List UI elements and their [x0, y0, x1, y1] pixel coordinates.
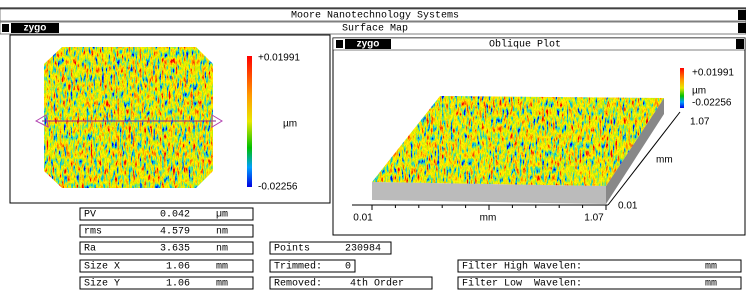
- field-unit: nm: [216, 244, 228, 255]
- zygo-screen: Moore Nanotechnology Systems zygo Surfac…: [0, 0, 746, 292]
- field-label: Size X: [84, 261, 120, 273]
- field-unit: mm: [216, 279, 228, 290]
- logo: zygo: [24, 23, 47, 34]
- field-value: 1.06: [166, 262, 190, 273]
- window-button[interactable]: [738, 10, 746, 20]
- window-button[interactable]: [736, 39, 744, 49]
- y-axis-max: 1.07: [690, 117, 710, 128]
- field-unit: nm: [216, 227, 228, 238]
- color-scale: [680, 68, 684, 108]
- field-label: Filter High Wavelen:: [462, 261, 582, 273]
- field-value: 4th Order: [350, 278, 404, 290]
- field-value: 4.579: [160, 227, 190, 238]
- window-button[interactable]: [738, 23, 746, 33]
- x-axis-min: 0.01: [353, 213, 373, 224]
- field-label: Points: [274, 243, 310, 255]
- field-unit: mm: [216, 262, 228, 273]
- panel-title: Surface Map: [342, 23, 408, 35]
- logo: zygo: [357, 39, 380, 50]
- y-axis-label: mm: [656, 155, 673, 166]
- field-label: Removed:: [274, 278, 322, 290]
- field-value: 0: [345, 262, 351, 273]
- close-button[interactable]: [336, 40, 343, 48]
- color-scale: [247, 56, 252, 187]
- field-label: Trimmed:: [274, 261, 322, 273]
- field-value: 0.042: [160, 210, 190, 221]
- surface-map-image: [44, 47, 214, 189]
- field-unit: mm: [705, 262, 717, 273]
- window-title: Moore Nanotechnology Systems: [291, 10, 459, 22]
- scale-unit: µm: [692, 86, 706, 97]
- x-axis-max: 1.07: [584, 213, 604, 224]
- scale-max: +0.01991: [692, 68, 734, 79]
- field-label: Filter Low Wavelen:: [462, 278, 582, 290]
- field-label: PV: [84, 210, 96, 221]
- x-axis-label: mm: [480, 213, 497, 224]
- field-unit: mm: [705, 279, 717, 290]
- field-label: rms: [84, 227, 102, 238]
- panel-title: Oblique Plot: [489, 39, 561, 51]
- field-unit: µm: [216, 210, 228, 221]
- scale-min: -0.02256: [258, 182, 298, 193]
- stats-table: PV 0.042 µm rms 4.579 nm Ra 3.635 nm Size X 1.06 mm…: [80, 208, 253, 290]
- field-value: 230984: [345, 244, 381, 255]
- field-label: Ra: [84, 244, 96, 255]
- field-value: 3.635: [160, 244, 190, 255]
- y-axis-min: 0.01: [618, 201, 638, 212]
- scale-unit: µm: [283, 119, 297, 130]
- field-label: Size Y: [84, 278, 120, 290]
- scale-min: -0.02256: [692, 98, 732, 109]
- field-value: 1.06: [166, 279, 190, 290]
- scale-max: +0.01991: [258, 53, 300, 64]
- close-button[interactable]: [2, 24, 9, 32]
